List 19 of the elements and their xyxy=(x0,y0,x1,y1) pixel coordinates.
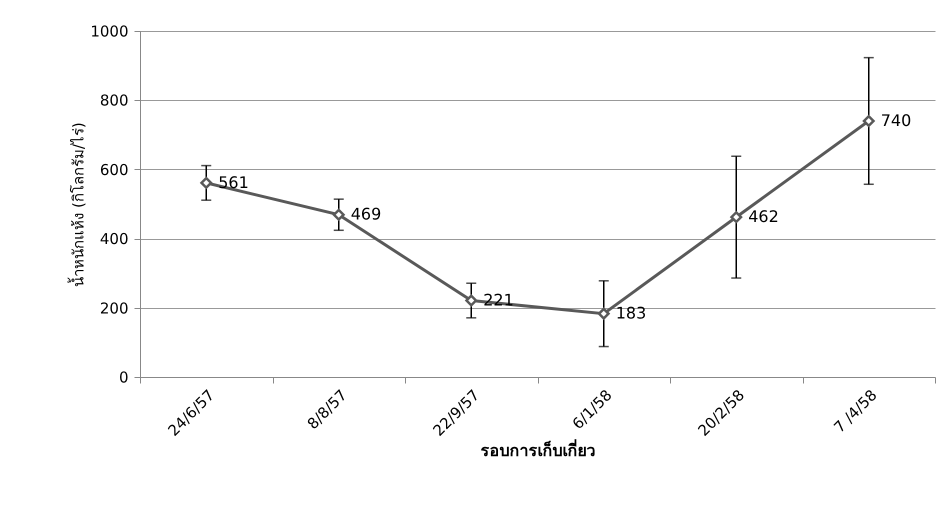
y-tick-label: 600 xyxy=(100,160,128,179)
y-tick-label: 400 xyxy=(100,230,128,248)
point xyxy=(730,211,742,224)
point xyxy=(598,308,610,320)
point xyxy=(862,114,875,127)
y-tick-label: 1000 xyxy=(90,22,128,40)
x-axis-title: รอบการเก็บเกี่ยว xyxy=(480,438,596,460)
data-label: 561 xyxy=(218,172,249,192)
y-tick-label: 200 xyxy=(100,299,128,318)
data-label: 740 xyxy=(880,110,912,130)
point xyxy=(332,208,345,221)
point xyxy=(200,176,212,189)
y-axis-title: น้ำหนักแห้ง (กิโลกรัม/ไร่) xyxy=(67,122,88,287)
y-tick-label: 800 xyxy=(100,92,128,110)
point xyxy=(465,294,478,307)
data-label: 183 xyxy=(616,304,646,323)
data-label: 462 xyxy=(748,207,779,226)
data-label: 469 xyxy=(350,204,382,224)
y-tick-label: 0 xyxy=(118,368,128,386)
